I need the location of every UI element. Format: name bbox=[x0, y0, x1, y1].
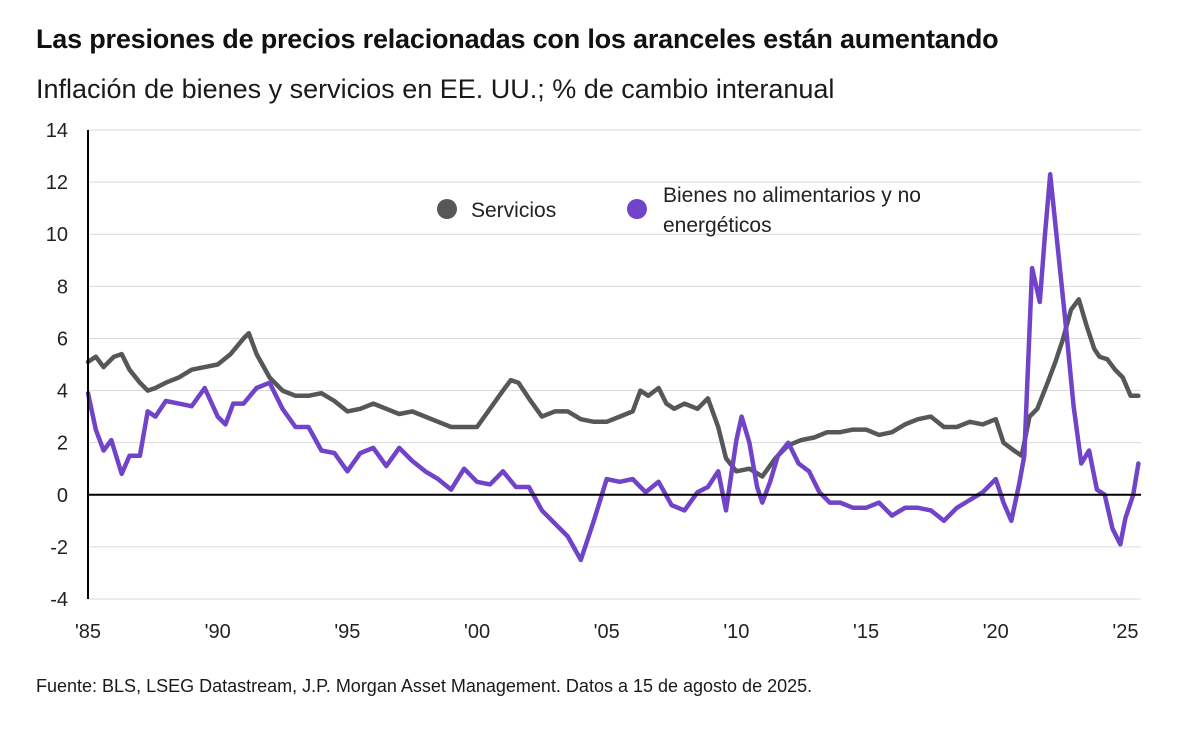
y-tick-label: 10 bbox=[46, 224, 68, 246]
y-tick-label: -4 bbox=[50, 589, 68, 611]
legend-label-bienes-line1: Bienes no alimentarios y no bbox=[663, 184, 921, 207]
chart-subtitle: Inflación de bienes y servicios en EE. U… bbox=[36, 74, 835, 104]
y-tick-label: -2 bbox=[50, 537, 68, 559]
x-tick-label: '10 bbox=[723, 621, 749, 643]
gridlines bbox=[88, 129, 1141, 600]
source-note: Fuente: BLS, LSEG Datastream, J.P. Morga… bbox=[36, 676, 813, 696]
x-tick-label: '20 bbox=[983, 621, 1009, 643]
series-line-servicios bbox=[85, 297, 1141, 479]
axes bbox=[87, 130, 1141, 599]
y-tick-label: 12 bbox=[46, 172, 68, 194]
legend-label-bienes: Bienes no alimentarios y no energéticos bbox=[663, 184, 927, 237]
y-tick-label: 2 bbox=[57, 433, 68, 455]
x-tick-label: '95 bbox=[334, 621, 360, 643]
series-line-bienes bbox=[85, 172, 1141, 563]
legend: Servicios Bienes no alimentarios y no en… bbox=[437, 184, 927, 237]
legend-marker-servicios bbox=[437, 199, 457, 219]
legend-marker-bienes bbox=[627, 199, 647, 219]
x-tick-label: '00 bbox=[464, 621, 490, 643]
x-tick-label: '90 bbox=[205, 621, 231, 643]
y-tick-label: 8 bbox=[57, 276, 68, 298]
y-tick-label: 0 bbox=[57, 485, 68, 507]
x-tick-label: '15 bbox=[853, 621, 879, 643]
legend-label-bienes-line2: energéticos bbox=[663, 214, 772, 237]
x-tick-label: '85 bbox=[75, 621, 101, 643]
y-tick-label: 14 bbox=[46, 120, 68, 142]
y-tick-label: 4 bbox=[57, 381, 68, 403]
series-lines bbox=[85, 172, 1141, 563]
x-axis-ticks: '85 '90 '95 '00 '05 '10 '15 '20 '25 bbox=[75, 621, 1139, 643]
line-chart: 14 12 10 8 6 4 2 0 -2 -4 '85 '90 '95 '00 '05 '10 '15 '20… bbox=[46, 120, 1141, 643]
page-title: Las presiones de precios relacionadas co… bbox=[36, 24, 999, 54]
y-axis-ticks: 14 12 10 8 6 4 2 0 -2 -4 bbox=[46, 120, 68, 611]
y-tick-label: 6 bbox=[57, 328, 68, 350]
legend-label-servicios: Servicios bbox=[471, 199, 556, 222]
x-tick-label: '25 bbox=[1112, 621, 1138, 643]
x-tick-label: '05 bbox=[594, 621, 620, 643]
